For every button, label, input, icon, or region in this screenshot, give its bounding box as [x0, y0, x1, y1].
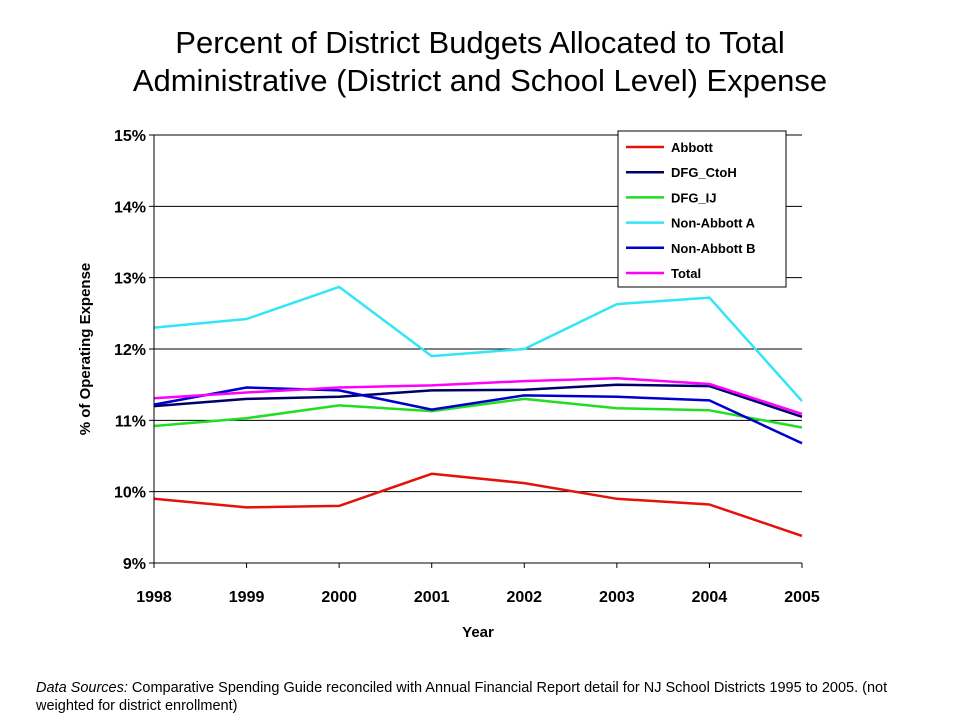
chart-title: Percent of District Budgets Allocated to…	[0, 24, 960, 100]
legend-label-non-abbott-b: Non-Abbott B	[671, 241, 755, 256]
x-axis-label: Year	[462, 624, 494, 641]
series-line-non-abbott-a	[153, 285, 803, 402]
x-tick-label: 2003	[599, 589, 635, 606]
legend-label-non-abbott-a: Non-Abbott A	[671, 216, 756, 231]
y-tick-label: 15%	[114, 128, 146, 145]
series-line-dfg-ctoh	[153, 383, 803, 418]
axes	[149, 134, 803, 568]
legend-label-abbott: Abbott	[671, 140, 714, 155]
y-tick-labels: 9% 10% 11% 12% 13% 14% 15%	[114, 128, 146, 573]
title-line-2: Administrative (District and School Leve…	[132, 63, 828, 98]
y-tick-label: 13%	[114, 271, 146, 288]
legend-label-dfg-ij: DFG_IJ	[671, 190, 717, 205]
legend-label-total: Total	[671, 266, 701, 281]
series-line-total	[153, 376, 803, 416]
source-text: Comparative Spending Guide reconciled wi…	[36, 680, 888, 714]
legend-box	[617, 130, 787, 288]
x-tick-labels: 1998 1999 2000 2001 2002 2003 2004 2005	[136, 589, 820, 606]
legend-label-dfg-ctoh: DFG_CtoH	[671, 165, 737, 180]
x-tick-label: 1998	[136, 589, 172, 606]
series-line-abbott	[153, 472, 803, 538]
x-tick-label: 2000	[321, 589, 357, 606]
y-axis-label: % of Operating Expense	[77, 263, 94, 436]
source-label: Data Sources:	[36, 680, 128, 696]
y-tick-label: 10%	[114, 485, 146, 502]
series-line-non-abbott-b	[153, 386, 803, 445]
y-tick-label: 9%	[123, 556, 146, 573]
series-line-dfg-ij	[153, 397, 803, 429]
x-tick-label: 2005	[784, 589, 820, 606]
y-tick-label: 11%	[115, 413, 146, 430]
x-tick-label: 2001	[414, 589, 450, 606]
data-source-note: Data Sources: Comparative Spending Guide…	[36, 679, 926, 715]
x-tick-label: 2004	[692, 589, 728, 606]
legend: Abbott DFG_CtoH DFG_IJ Non-Abbott A Non-Abbo…	[617, 130, 787, 288]
title-line-1: Percent of District Budgets Allocated to…	[175, 25, 785, 60]
x-tick-label: 1999	[229, 589, 265, 606]
y-tick-label: 12%	[114, 342, 146, 359]
x-tick-label: 2002	[506, 589, 542, 606]
y-tick-label: 14%	[114, 199, 146, 216]
series-lines	[153, 285, 803, 538]
